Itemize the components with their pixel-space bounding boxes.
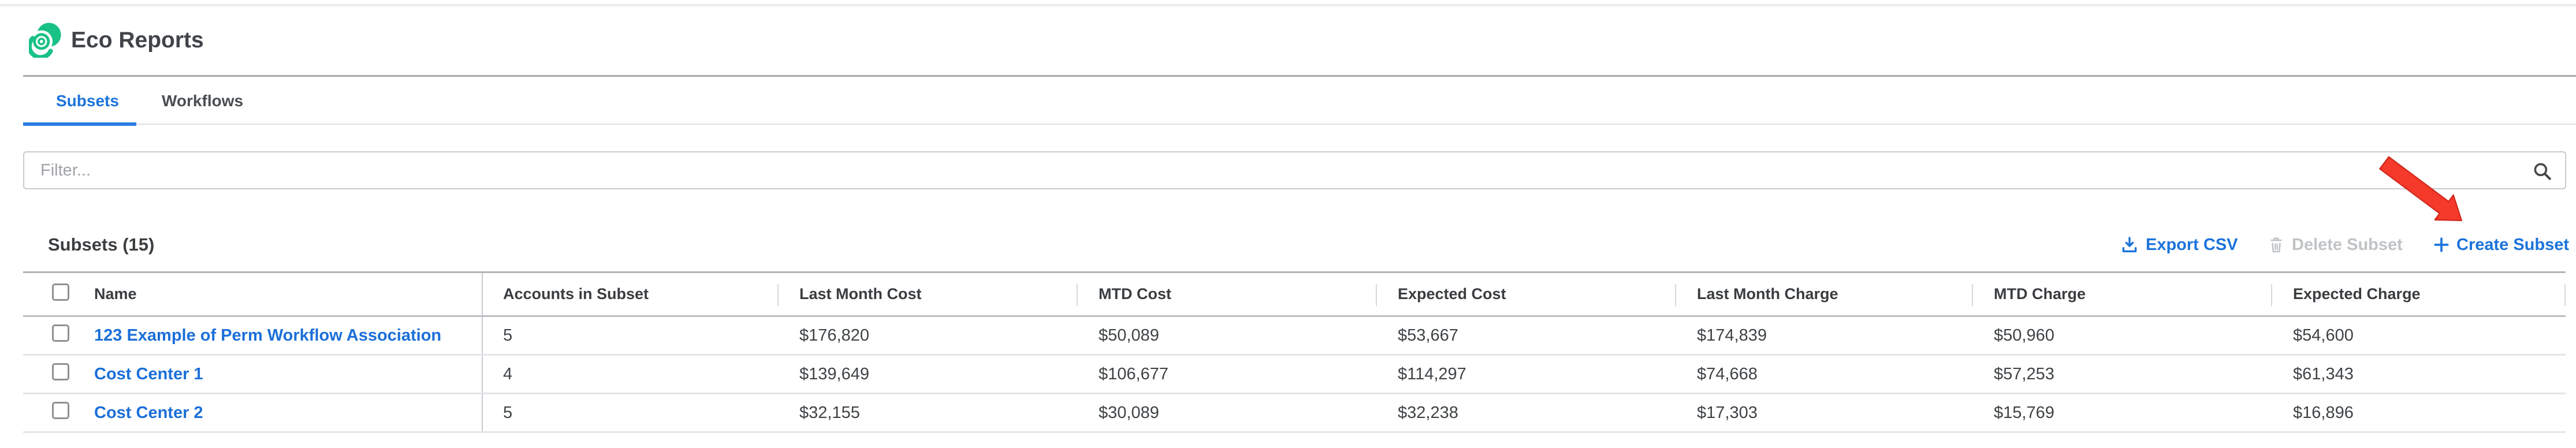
- search-icon[interactable]: [2532, 160, 2553, 182]
- tab-workflows[interactable]: Workflows: [162, 92, 244, 110]
- last-month-charge-value: $17,303: [1697, 403, 1758, 422]
- accounts-in-subset-value: 5: [482, 316, 777, 355]
- row-checkbox[interactable]: [52, 402, 69, 419]
- subsets-table: Name Accounts in Subset Last Month Cost …: [23, 271, 2566, 433]
- expected-cost-value: $114,297: [1398, 364, 1466, 383]
- export-csv-button[interactable]: Export CSV: [2120, 233, 2238, 256]
- select-all-checkbox[interactable]: [52, 283, 69, 301]
- last-month-charge-value: $174,839: [1697, 326, 1767, 345]
- accounts-in-subset-value: 5: [482, 393, 777, 432]
- select-all-cell: [23, 272, 94, 316]
- active-tab-indicator: [23, 122, 136, 126]
- column-header-last-month-charge: Last Month Charge: [1675, 272, 1972, 316]
- tab-subsets[interactable]: Subsets: [56, 92, 119, 110]
- mtd-charge-value: $15,769: [1994, 403, 2054, 422]
- column-header-accounts: Accounts in Subset: [482, 272, 777, 316]
- header-divider: [23, 75, 2576, 77]
- row-checkbox[interactable]: [52, 324, 69, 342]
- tab-bar-divider: [136, 124, 2576, 125]
- table-header-row: Name Accounts in Subset Last Month Cost …: [23, 272, 2566, 316]
- mtd-cost-value: $50,089: [1099, 326, 1159, 345]
- mtd-cost-value: $30,089: [1099, 403, 1159, 422]
- column-header-expected-cost: Expected Cost: [1376, 272, 1675, 316]
- subset-name-link[interactable]: Cost Center 1: [94, 364, 203, 383]
- filter-container: [23, 151, 2566, 189]
- mtd-cost-value: $106,677: [1099, 364, 1168, 383]
- column-header-mtd-cost: MTD Cost: [1077, 272, 1376, 316]
- delete-subset-button[interactable]: Delete Subset: [2267, 233, 2403, 256]
- create-subset-label: Create Subset: [2456, 235, 2570, 254]
- create-subset-button[interactable]: Create Subset: [2433, 233, 2569, 256]
- delete-subset-label: Delete Subset: [2292, 235, 2403, 254]
- subset-name-link[interactable]: Cost Center 2: [94, 403, 203, 422]
- column-header-mtd-charge: MTD Charge: [1972, 272, 2271, 316]
- subset-name-link[interactable]: 123 Example of Perm Workflow Association: [94, 326, 442, 345]
- expected-charge-value: $54,600: [2293, 326, 2354, 345]
- plus-icon: [2434, 237, 2449, 252]
- last-month-cost-value: $176,820: [799, 326, 869, 345]
- expected-charge-value: $61,343: [2293, 364, 2354, 383]
- row-checkbox[interactable]: [52, 363, 69, 380]
- top-shadow-divider: [0, 4, 2576, 8]
- table-row: Cost Center 1 4 $139,649 $106,677 $114,2…: [23, 354, 2566, 394]
- column-header-last-month-cost: Last Month Cost: [777, 272, 1077, 316]
- filter-input[interactable]: [24, 152, 2565, 188]
- column-header-expected-charge: Expected Charge: [2271, 272, 2566, 316]
- subsets-count-heading: Subsets (15): [48, 234, 155, 255]
- mtd-charge-value: $57,253: [1994, 364, 2054, 383]
- table-row: Cost Center 2 5 $32,155 $30,089 $32,238 …: [23, 393, 2566, 432]
- expected-cost-value: $32,238: [1398, 403, 1458, 422]
- eco-logo-icon: [29, 23, 61, 58]
- column-header-name: Name: [94, 285, 137, 303]
- download-icon: [2122, 237, 2137, 253]
- page-title: Eco Reports: [71, 28, 204, 53]
- last-month-cost-value: $139,649: [799, 364, 869, 383]
- mtd-charge-value: $50,960: [1994, 326, 2054, 345]
- table-row: 123 Example of Perm Workflow Association…: [23, 316, 2566, 355]
- export-csv-label: Export CSV: [2146, 235, 2238, 254]
- last-month-cost-value: $32,155: [799, 403, 860, 422]
- last-month-charge-value: $74,668: [1697, 364, 1758, 383]
- accounts-in-subset-value: 4: [482, 354, 777, 394]
- expected-cost-value: $53,667: [1398, 326, 1458, 345]
- expected-charge-value: $16,896: [2293, 403, 2354, 422]
- trash-icon: [2270, 237, 2282, 253]
